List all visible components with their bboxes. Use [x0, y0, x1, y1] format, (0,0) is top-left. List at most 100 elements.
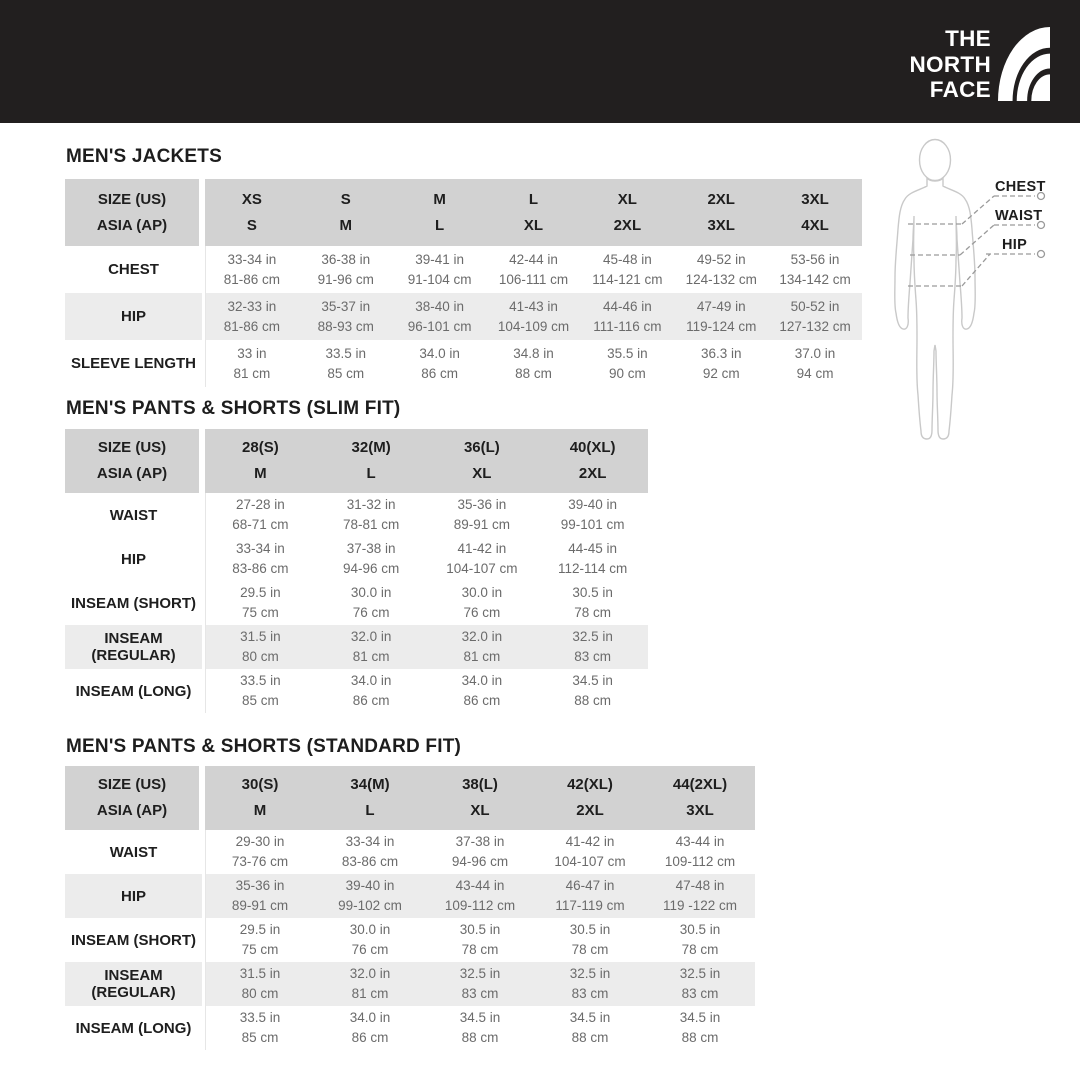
header-label-cell: SIZE (US) ASIA (AP) — [65, 766, 205, 830]
row-label-cell: SLEEVE LENGTH — [65, 340, 205, 387]
row-label-cell: HIP — [65, 874, 205, 918]
table-row: INSEAM (REGULAR) 31.5 in 80 cm 32.0 in 81 cm… — [65, 625, 648, 669]
text-line: INSEAM (SHORT) — [71, 931, 196, 949]
text-line: 34.0 in — [350, 673, 392, 688]
text-line: 91-104 cm — [407, 271, 472, 287]
table-header-row: SIZE (US) ASIA (AP) 28(S) M 32(M) L 36(L) XL 40(… — [65, 429, 648, 493]
text-line: 2XL — [613, 216, 642, 234]
table-row: SLEEVE LENGTH 33 in 81 cm 33.5 in 85 cm 34.0 … — [65, 340, 862, 387]
half-dome-icon — [998, 27, 1050, 101]
text-line: SIZE (US) — [97, 439, 167, 456]
text-line: WAIST — [109, 843, 158, 861]
text-line: 119 -122 cm — [662, 898, 738, 913]
text-line: 99-102 cm — [338, 898, 402, 913]
text-line: 34.5 in — [679, 1010, 721, 1025]
text-line: 39-41 in — [415, 251, 465, 267]
text-line: 36(L) — [463, 439, 500, 456]
text-line: 32.5 in — [459, 966, 501, 981]
text-line: 34.5 in — [572, 673, 613, 688]
section-mens-pants-shorts-slim-fit: MEN'S PANTS & SHORTS (SLIM FIT) SIZE (US)… — [65, 398, 654, 713]
measurement-cell: 44-46 in 111-116 cm — [580, 293, 674, 340]
header-size-cell: 28(S) M — [205, 429, 316, 493]
text-line: 78-81 cm — [342, 517, 400, 532]
measurement-cell: 45-48 in 114-121 cm — [580, 246, 674, 293]
table-mens-pants-shorts-slim-fit: SIZE (US) ASIA (AP) 28(S) M 32(M) L 36(L) XL 40(… — [65, 429, 654, 713]
header-size-cell: 44(2XL) 3XL — [645, 766, 755, 830]
text-line: 33.5 in — [239, 1010, 281, 1025]
measurement-cell: 47-49 in 119-124 cm — [674, 293, 768, 340]
header-size-cell: 42(XL) 2XL — [535, 766, 645, 830]
header-size-cell: 40(XL) 2XL — [537, 429, 648, 493]
measurement-end-dots — [1036, 191, 1046, 259]
row-label-cell: INSEAM (REGULAR) — [65, 962, 205, 1006]
measurement-cell: 39-40 in 99-101 cm — [537, 493, 648, 537]
text-line: 134-142 cm — [779, 271, 851, 287]
text-line: 83 cm — [461, 986, 499, 1001]
measurement-cell: 33 in 81 cm — [205, 340, 299, 387]
text-line: 53-56 in — [790, 251, 840, 267]
text-line: 90 cm — [608, 365, 646, 381]
text-line: 78 cm — [571, 942, 609, 957]
row-label-cell: INSEAM (LONG) — [65, 669, 205, 713]
text-line: 44-46 in — [602, 298, 652, 314]
text-line: 47-49 in — [696, 298, 746, 314]
text-line: 35-36 in — [235, 878, 285, 893]
text-line: 42(XL) — [567, 776, 613, 793]
text-line: INSEAM (SHORT) — [71, 594, 196, 612]
text-line: 4XL — [801, 216, 829, 234]
text-line: 106-111 cm — [498, 271, 569, 287]
text-line: 88 cm — [574, 693, 611, 708]
text-line: 43-44 in — [455, 878, 505, 893]
text-line: CHEST — [108, 261, 159, 278]
text-line: 83-86 cm — [232, 561, 289, 576]
measurement-cell: 30.0 in 76 cm — [316, 581, 427, 625]
text-line: 88 cm — [461, 1030, 499, 1045]
text-line: 33.5 in — [325, 345, 367, 361]
text-line: 83 cm — [571, 986, 609, 1001]
text-line: M — [339, 216, 353, 234]
row-label-cell: WAIST — [65, 493, 205, 537]
text-line: 30.5 in — [569, 922, 611, 937]
text-line: S — [246, 216, 257, 234]
text-line: 32.5 in — [679, 966, 721, 981]
text-line: 30.0 in — [349, 922, 391, 937]
text-line: 32.5 in — [572, 629, 613, 644]
text-line: 2XL — [578, 465, 607, 482]
measurement-cell: 34.5 in 88 cm — [425, 1006, 535, 1050]
text-line: M — [433, 190, 446, 208]
table-header-row: SIZE (US) ASIA (AP) 30(S) M 34(M) L 38(L) XL 42(… — [65, 766, 755, 830]
text-line: 96-101 cm — [407, 318, 472, 334]
header-label-cell: SIZE (US) ASIA (AP) — [65, 179, 205, 246]
text-line: INSEAM (REGULAR) — [91, 967, 176, 1001]
text-line: 80 cm — [241, 986, 279, 1001]
text-line: 83 cm — [574, 649, 611, 664]
measurement-cell: 49-52 in 124-132 cm — [674, 246, 768, 293]
text-line: 33-34 in — [345, 834, 395, 849]
measurement-cell: 30.0 in 76 cm — [427, 581, 538, 625]
text-line: ASIA (AP) — [96, 802, 168, 819]
measurement-cell: 50-52 in 127-132 cm — [768, 293, 862, 340]
measurement-cell: 42-44 in 106-111 cm — [487, 246, 581, 293]
text-line: 41-42 in — [457, 541, 507, 556]
text-line: 30.0 in — [350, 585, 392, 600]
text-line: 94 cm — [796, 365, 834, 381]
text-line: HIP — [120, 887, 146, 905]
text-line: 88 cm — [681, 1030, 719, 1045]
measurement-cell: 35-36 in 89-91 cm — [205, 874, 315, 918]
text-line: 78 cm — [681, 942, 719, 957]
text-line: 50-52 in — [790, 298, 840, 314]
measurement-cell: 32.5 in 83 cm — [645, 962, 755, 1006]
text-line: 92 cm — [702, 365, 740, 381]
text-line: 2XL — [576, 802, 604, 819]
measurement-cell: 36.3 in 92 cm — [674, 340, 768, 387]
text-line: 35-36 in — [457, 497, 507, 512]
table-row: HIP 32-33 in 81-86 cm 35-37 in 88-93 cm 38-40… — [65, 293, 862, 340]
table-row: WAIST 29-30 in 73-76 cm 33-34 in 83-86 cm 37-… — [65, 830, 755, 874]
text-line: 81-86 cm — [223, 271, 281, 287]
measurement-cell: 30.0 in 76 cm — [315, 918, 425, 962]
text-line: 32(M) — [351, 439, 391, 456]
text-line: 88-93 cm — [317, 318, 374, 334]
measurement-cell: 30.5 in 78 cm — [645, 918, 755, 962]
table-mens-jackets: SIZE (US) ASIA (AP) XS S S M M L L XL XL 2XL 2XL 3XL 3… — [65, 179, 862, 387]
